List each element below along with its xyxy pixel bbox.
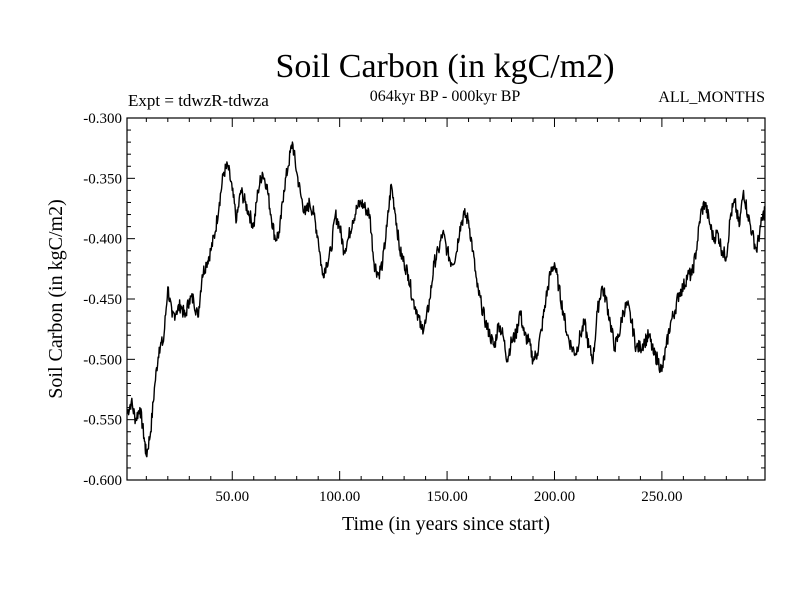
months-label: ALL_MONTHS <box>658 89 765 106</box>
x-axis-label: Time (in years since start) <box>342 513 550 535</box>
x-tick-label: 50.00 <box>215 489 249 505</box>
y-axis-label: Soil Carbon (in kgC/m2) <box>45 199 67 398</box>
y-tick-label: -0.400 <box>83 232 122 248</box>
chart-title: Soil Carbon (in kgC/m2) <box>275 48 614 85</box>
y-tick-label: -0.300 <box>83 111 122 127</box>
y-tick-label: -0.550 <box>83 413 122 429</box>
y-tick-label: -0.350 <box>83 171 122 187</box>
plot-frame <box>126 117 766 481</box>
x-tick-label: 150.00 <box>426 489 467 505</box>
y-tick-label: -0.600 <box>83 473 122 489</box>
experiment-label: Expt = tdwzR-tdwza <box>128 91 269 110</box>
series-layer <box>126 141 766 458</box>
y-tick-label: -0.450 <box>83 292 122 308</box>
x-tick-label: 100.00 <box>319 489 360 505</box>
axes: -0.600 -0.550 -0.500 -0.450 -0.400 -0.350 -0.3… <box>83 111 765 505</box>
y-tick-label: -0.500 <box>83 352 122 368</box>
x-tick-label: 250.00 <box>641 489 682 505</box>
x-tick-label: 200.00 <box>534 489 575 505</box>
soil-carbon-series-line <box>126 141 766 458</box>
period-label: 064kyr BP - 000kyr BP <box>370 88 521 105</box>
